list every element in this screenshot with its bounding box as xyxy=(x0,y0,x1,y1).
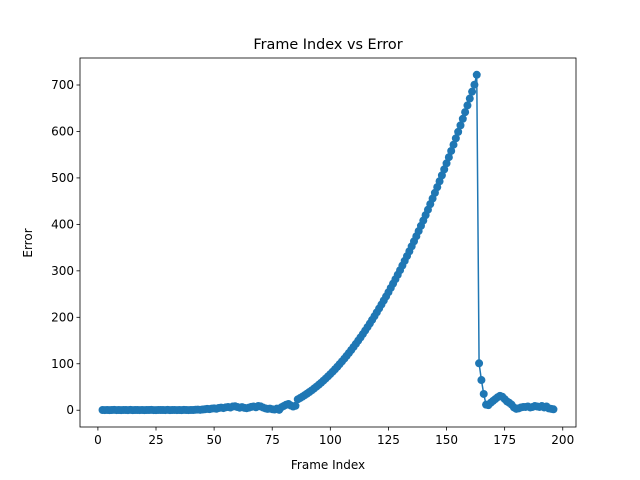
point xyxy=(451,134,460,143)
y-tick-label: 300 xyxy=(51,264,74,278)
x-tick-label: 125 xyxy=(377,433,400,447)
y-tick-label: 700 xyxy=(51,78,74,92)
point xyxy=(463,101,472,110)
y-tick-label: 500 xyxy=(51,171,74,185)
point xyxy=(444,153,453,162)
x-tick-label: 25 xyxy=(148,433,163,447)
point xyxy=(440,165,449,174)
y-tick-label: 200 xyxy=(51,310,74,324)
point xyxy=(447,146,456,155)
point xyxy=(449,140,458,149)
point xyxy=(465,94,474,103)
x-axis-label: Frame Index xyxy=(291,458,365,472)
point xyxy=(442,159,451,168)
point xyxy=(458,114,467,123)
plot-frame xyxy=(79,57,577,428)
x-tick-label: 200 xyxy=(551,433,574,447)
x-tick-label: 50 xyxy=(206,433,221,447)
point xyxy=(461,108,470,117)
point xyxy=(456,121,465,130)
x-tick-label: 150 xyxy=(435,433,458,447)
point xyxy=(291,401,300,410)
point xyxy=(549,405,558,414)
point xyxy=(437,171,446,180)
x-tick-label: 0 xyxy=(94,433,102,447)
point xyxy=(477,376,486,385)
point xyxy=(470,80,479,89)
x-tick-label: 175 xyxy=(493,433,516,447)
point xyxy=(475,359,484,368)
chart-title: Frame Index vs Error xyxy=(253,37,402,53)
x-tick-label: 100 xyxy=(319,433,342,447)
x-tick-label: 75 xyxy=(265,433,280,447)
y-tick-label: 0 xyxy=(66,403,74,417)
point xyxy=(454,127,463,136)
y-axis-label: Error xyxy=(21,228,35,257)
point xyxy=(479,389,488,398)
point xyxy=(472,70,481,79)
point xyxy=(468,87,477,96)
y-tick-label: 600 xyxy=(51,124,74,138)
y-tick-label: 400 xyxy=(51,217,74,231)
y-tick-label: 100 xyxy=(51,357,74,371)
